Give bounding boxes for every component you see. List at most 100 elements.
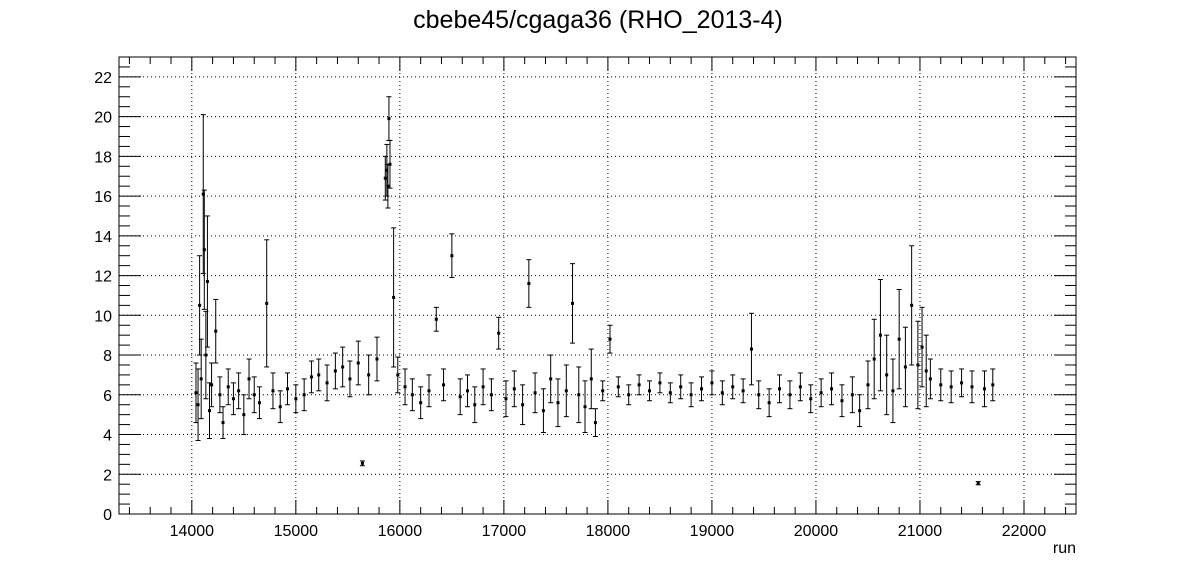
data-marker bbox=[271, 389, 275, 393]
y-tick-label: 4 bbox=[103, 428, 112, 445]
data-marker bbox=[527, 282, 531, 286]
data-marker bbox=[207, 409, 211, 413]
axes: 14000 15000 16000 17000 18000 19000 20000 21000… bbox=[94, 57, 1076, 540]
data-marker bbox=[648, 389, 652, 393]
data-marker bbox=[668, 391, 672, 395]
data-point bbox=[200, 114, 206, 275]
data-marker bbox=[294, 397, 298, 401]
data-point bbox=[636, 374, 642, 396]
data-point bbox=[426, 374, 432, 408]
data-marker bbox=[541, 409, 545, 413]
data-marker bbox=[226, 385, 230, 389]
data-marker bbox=[521, 403, 525, 407]
data-point bbox=[948, 370, 954, 404]
data-point bbox=[472, 386, 478, 424]
data-marker bbox=[757, 393, 761, 397]
data-point bbox=[195, 368, 201, 441]
data-marker bbox=[199, 377, 203, 381]
data-marker bbox=[858, 409, 862, 413]
data-marker bbox=[403, 385, 407, 389]
data-marker bbox=[749, 347, 753, 351]
data-point bbox=[915, 320, 921, 410]
data-point bbox=[829, 372, 835, 406]
data-marker bbox=[419, 401, 423, 405]
data-point bbox=[877, 279, 883, 392]
data-marker bbox=[720, 391, 724, 395]
data-point bbox=[251, 376, 257, 414]
data-point bbox=[615, 376, 621, 398]
data-marker bbox=[637, 383, 641, 387]
data-point bbox=[198, 338, 204, 420]
data-marker bbox=[608, 337, 612, 341]
data-marker bbox=[265, 301, 269, 305]
data-marker bbox=[991, 383, 995, 387]
data-point bbox=[203, 310, 209, 400]
x-tick-label: 17000 bbox=[482, 523, 527, 540]
data-marker bbox=[700, 387, 704, 391]
data-marker bbox=[278, 405, 282, 409]
data-marker bbox=[731, 385, 735, 389]
data-marker bbox=[512, 387, 516, 391]
data-marker bbox=[385, 168, 389, 172]
data-marker bbox=[333, 369, 337, 373]
data-point bbox=[657, 372, 663, 394]
data-point bbox=[975, 481, 981, 486]
y-tick-label: 16 bbox=[94, 189, 112, 206]
data-point bbox=[241, 394, 247, 436]
data-marker bbox=[286, 387, 290, 391]
data-point bbox=[204, 215, 210, 348]
data-point bbox=[923, 334, 929, 408]
data-point bbox=[480, 368, 486, 406]
data-marker bbox=[205, 280, 209, 284]
data-point bbox=[563, 364, 569, 418]
data-point bbox=[366, 354, 372, 396]
data-marker bbox=[788, 393, 792, 397]
x-tick-label: 19000 bbox=[690, 523, 735, 540]
data-point bbox=[787, 380, 793, 410]
data-point bbox=[457, 378, 463, 416]
data-marker bbox=[891, 389, 895, 393]
data-marker bbox=[348, 377, 352, 381]
data-point bbox=[818, 378, 824, 408]
data-marker bbox=[627, 393, 631, 397]
data-point bbox=[969, 370, 975, 404]
data-point bbox=[293, 384, 299, 414]
data-point bbox=[576, 366, 582, 424]
data-marker bbox=[481, 385, 485, 389]
data-point bbox=[919, 306, 925, 388]
data-point bbox=[496, 316, 502, 350]
data-marker bbox=[489, 393, 493, 397]
data-point bbox=[647, 380, 653, 402]
data-point bbox=[600, 380, 606, 402]
data-marker bbox=[465, 389, 469, 393]
x-tick-label: 18000 bbox=[586, 523, 631, 540]
y-tick-label: 10 bbox=[94, 308, 112, 325]
data-marker bbox=[593, 421, 597, 425]
data-marker bbox=[221, 421, 225, 425]
data-point bbox=[449, 233, 455, 279]
data-point bbox=[592, 408, 598, 438]
data-point bbox=[766, 388, 772, 418]
data-point bbox=[909, 245, 915, 366]
data-point bbox=[938, 368, 944, 402]
chart-title: cbebe45/cgaga36 (RHO_2013-4) bbox=[413, 6, 783, 34]
data-marker bbox=[960, 381, 964, 385]
data-marker bbox=[866, 383, 870, 387]
data-marker bbox=[679, 385, 683, 389]
data-marker bbox=[872, 357, 876, 361]
data-marker bbox=[442, 383, 446, 387]
data-marker bbox=[375, 357, 379, 361]
data-point bbox=[395, 356, 401, 394]
data-point bbox=[503, 380, 509, 418]
data-point bbox=[201, 189, 207, 310]
data-marker bbox=[798, 385, 802, 389]
data-point bbox=[418, 386, 424, 420]
data-marker bbox=[242, 413, 246, 417]
data-marker bbox=[194, 391, 198, 395]
data-marker bbox=[949, 385, 953, 389]
data-point bbox=[217, 376, 223, 414]
data-marker bbox=[427, 389, 431, 393]
data-point bbox=[225, 368, 231, 406]
data-marker bbox=[214, 329, 218, 333]
data-marker bbox=[549, 377, 553, 381]
